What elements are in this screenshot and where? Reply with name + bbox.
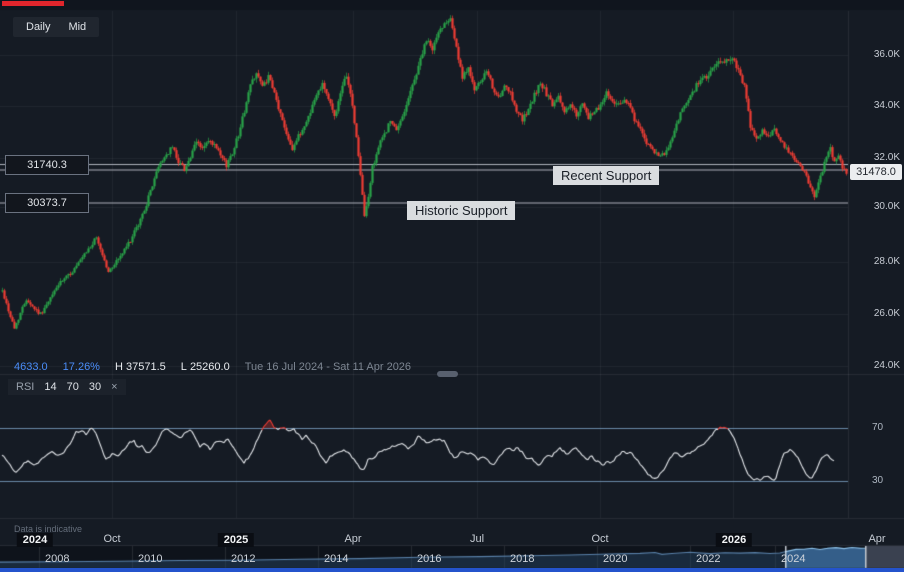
bottom-blue-bar: [0, 568, 904, 572]
recent-support-label: Recent Support: [553, 166, 660, 185]
top-red-accent-bar: [2, 1, 64, 6]
minimap-year-label-2024: 2024: [781, 553, 806, 565]
time-axis-label-apr: Apr: [344, 533, 362, 545]
recent-support-price-box: 31740.3: [5, 155, 89, 175]
minimap-year-label-2010: 2010: [138, 553, 163, 565]
price-axis-label-34.0K: 34.0K: [873, 100, 900, 111]
minimap-year-label-2012: 2012: [231, 553, 256, 565]
time-axis-label-2024: 2024: [16, 533, 54, 547]
time-axis-label-jul: Jul: [469, 533, 485, 545]
data-indicative-note: Data is indicative: [14, 524, 83, 534]
rsi-indicator-header: RSI 14 70 30 ×: [8, 379, 126, 395]
time-axis-label-2026: 2026: [715, 533, 753, 547]
rsi-lower-band-value[interactable]: 30: [88, 381, 102, 393]
rsi-close-icon[interactable]: ×: [111, 381, 118, 393]
rsi-upper-band-value[interactable]: 70: [66, 381, 79, 393]
series-stats-row: 4633.0 17.26% H 37571.5 L 25260.0 Tue 16…: [14, 361, 411, 373]
price-axis-label-32.0K: 32.0K: [873, 152, 900, 163]
rsi-axis-label-70: 70: [872, 422, 884, 433]
minimap-viewport-selector[interactable]: [785, 546, 865, 568]
minimap-year-label-2022: 2022: [696, 553, 721, 565]
historic-support-price-box: 30373.7: [5, 193, 89, 213]
time-axis-label-2025: 2025: [217, 533, 255, 547]
time-axis-label-oct: Oct: [591, 533, 609, 545]
rsi-period-value[interactable]: 14: [44, 381, 57, 393]
time-axis-label-oct: Oct: [103, 533, 121, 545]
minimap-year-label-2018: 2018: [510, 553, 535, 565]
minimap-year-label-2016: 2016: [417, 553, 442, 565]
price-axis-label-24.0K: 24.0K: [873, 360, 900, 371]
minimap-year-label-2014: 2014: [324, 553, 349, 565]
stat-change-value: 4633.0: [14, 361, 48, 373]
stat-low: L 25260.0: [180, 361, 230, 373]
minimap-year-label-2008: 2008: [45, 553, 70, 565]
price-axis-label-30.0K: 30.0K: [873, 201, 900, 212]
price-axis-label-36.0K: 36.0K: [873, 49, 900, 60]
rsi-axis-label-30: 30: [872, 475, 884, 486]
stat-change-percent: 17.26%: [62, 361, 100, 373]
current-price-badge: 31478.0: [850, 164, 902, 180]
timeframe-mid-button[interactable]: Mid: [68, 21, 87, 33]
historic-support-label: Historic Support: [407, 201, 516, 220]
pane-resize-handle[interactable]: [437, 371, 458, 377]
rsi-title: RSI: [16, 381, 35, 393]
stat-date-range: Tue 16 Jul 2024 - Sat 11 Apr 2026: [244, 361, 412, 373]
price-axis-label-26.0K: 26.0K: [873, 308, 900, 319]
time-axis-label-apr: Apr: [868, 533, 886, 545]
stat-high: H 37571.5: [114, 361, 166, 373]
timeframe-daily-button[interactable]: Daily: [26, 21, 51, 33]
price-axis-label-28.0K: 28.0K: [873, 256, 900, 267]
minimap-year-label-2020: 2020: [603, 553, 628, 565]
timeframe-toolbar: Daily Mid: [13, 17, 100, 37]
